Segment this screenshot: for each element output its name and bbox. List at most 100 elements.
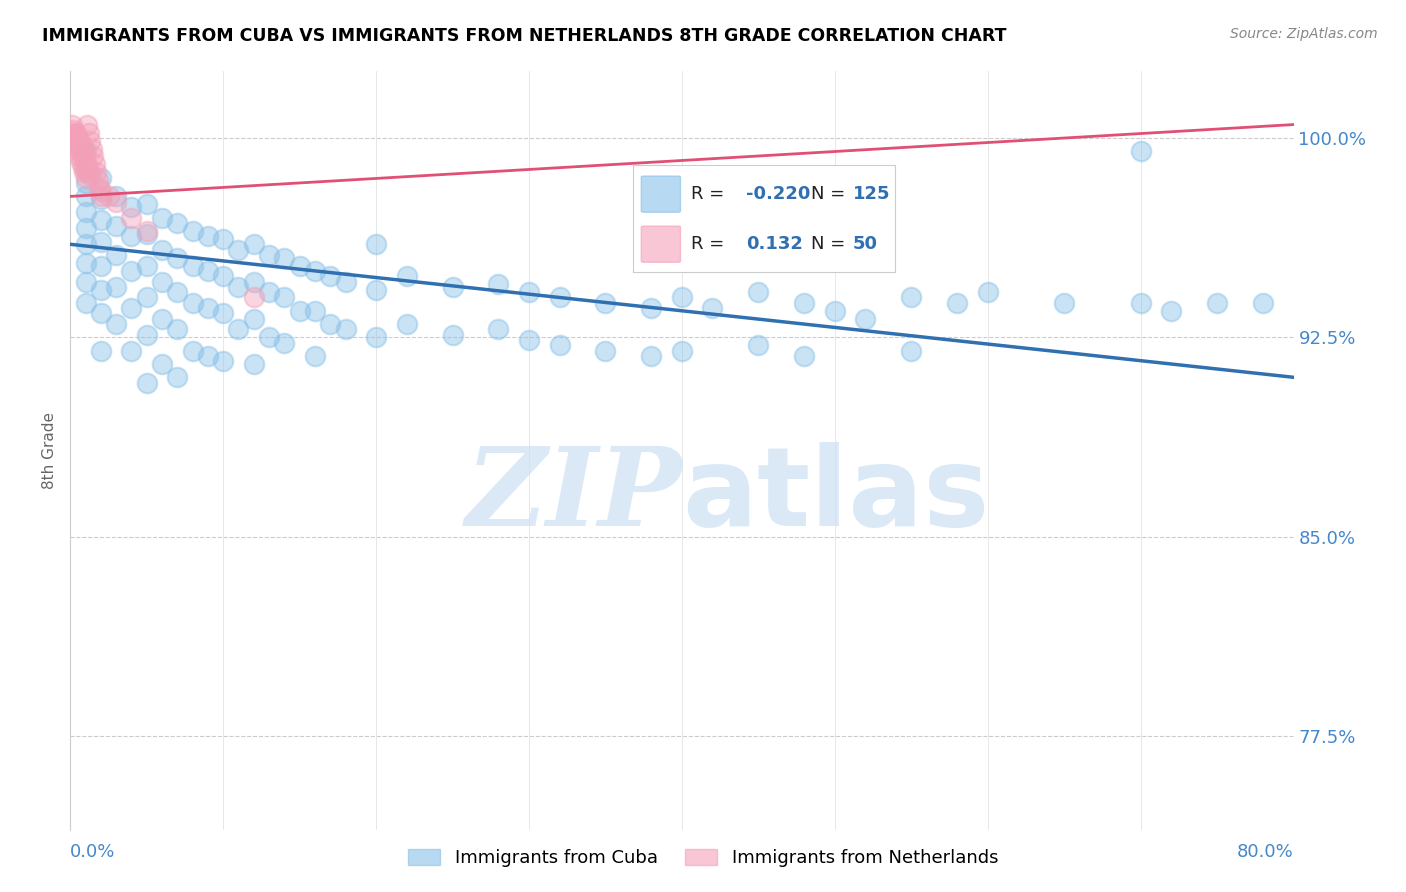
Point xyxy=(75,205,97,219)
Point xyxy=(90,189,112,203)
Point xyxy=(73,165,96,179)
Point xyxy=(65,126,87,140)
Point xyxy=(84,165,107,179)
Point xyxy=(517,285,540,300)
Text: 0.132: 0.132 xyxy=(745,235,803,253)
Point xyxy=(304,264,326,278)
Point xyxy=(288,303,311,318)
Point xyxy=(121,229,143,244)
Point xyxy=(166,216,188,230)
Point xyxy=(1129,144,1152,158)
Point xyxy=(793,349,815,363)
Point xyxy=(75,176,97,190)
Point xyxy=(89,181,111,195)
Point xyxy=(548,291,571,305)
Point xyxy=(243,275,266,289)
Point xyxy=(517,333,540,347)
Point xyxy=(77,162,100,177)
Point xyxy=(90,235,112,249)
Point xyxy=(747,338,769,352)
Point xyxy=(946,295,969,310)
Point xyxy=(150,211,173,225)
Point xyxy=(75,295,97,310)
Point xyxy=(63,131,86,145)
Point xyxy=(73,152,96,166)
Point xyxy=(197,264,219,278)
Point xyxy=(90,213,112,227)
Point xyxy=(80,141,103,155)
Point xyxy=(181,295,204,310)
Point xyxy=(1129,295,1152,310)
Point xyxy=(90,170,112,185)
Point xyxy=(747,285,769,300)
Point xyxy=(62,123,84,137)
Point xyxy=(105,317,128,331)
Point xyxy=(90,259,112,273)
Point xyxy=(76,118,98,132)
Text: R =: R = xyxy=(690,235,724,253)
Point xyxy=(212,269,235,284)
Point xyxy=(166,322,188,336)
Point xyxy=(135,227,157,241)
Text: R =: R = xyxy=(690,186,724,203)
Point xyxy=(90,343,112,358)
Point xyxy=(135,327,157,342)
Point xyxy=(793,295,815,310)
Point xyxy=(79,168,101,182)
Point xyxy=(75,144,97,158)
Point xyxy=(75,275,97,289)
Point xyxy=(65,139,87,153)
Point xyxy=(76,160,98,174)
Point xyxy=(366,237,388,252)
Point xyxy=(257,285,280,300)
Text: Source: ZipAtlas.com: Source: ZipAtlas.com xyxy=(1230,27,1378,41)
Point xyxy=(150,357,173,371)
Point xyxy=(72,146,94,161)
Point xyxy=(83,157,105,171)
Text: 0.0%: 0.0% xyxy=(70,843,115,861)
Point xyxy=(273,335,295,350)
Point xyxy=(75,237,97,252)
Point xyxy=(595,295,617,310)
FancyBboxPatch shape xyxy=(641,176,681,212)
Point xyxy=(75,162,97,177)
Point xyxy=(75,189,97,203)
Point xyxy=(671,291,693,305)
Point xyxy=(488,322,510,336)
Text: 80.0%: 80.0% xyxy=(1237,843,1294,861)
Point xyxy=(257,330,280,344)
Point xyxy=(135,224,157,238)
Point xyxy=(135,197,157,211)
Point xyxy=(121,343,143,358)
Point xyxy=(366,330,388,344)
Point xyxy=(900,291,922,305)
Text: N =: N = xyxy=(811,186,845,203)
Point xyxy=(75,221,97,235)
Point xyxy=(243,237,266,252)
Point xyxy=(319,269,342,284)
Text: -0.220: -0.220 xyxy=(745,186,810,203)
Point xyxy=(69,136,91,151)
Point xyxy=(150,243,173,257)
Point xyxy=(70,144,93,158)
Point xyxy=(65,131,87,145)
Point xyxy=(304,303,326,318)
Point xyxy=(595,343,617,358)
Point xyxy=(135,376,157,390)
Point xyxy=(488,277,510,292)
Point xyxy=(166,285,188,300)
Text: N =: N = xyxy=(811,235,845,253)
Point xyxy=(228,280,250,294)
Point xyxy=(197,349,219,363)
Point xyxy=(66,144,89,158)
Point xyxy=(441,280,464,294)
Point xyxy=(69,149,91,163)
Point xyxy=(166,251,188,265)
Point xyxy=(212,354,235,368)
Point xyxy=(66,136,89,151)
Point xyxy=(1160,303,1182,318)
Point xyxy=(228,322,250,336)
Point xyxy=(702,301,724,315)
Point xyxy=(60,118,83,132)
Point xyxy=(1251,295,1274,310)
